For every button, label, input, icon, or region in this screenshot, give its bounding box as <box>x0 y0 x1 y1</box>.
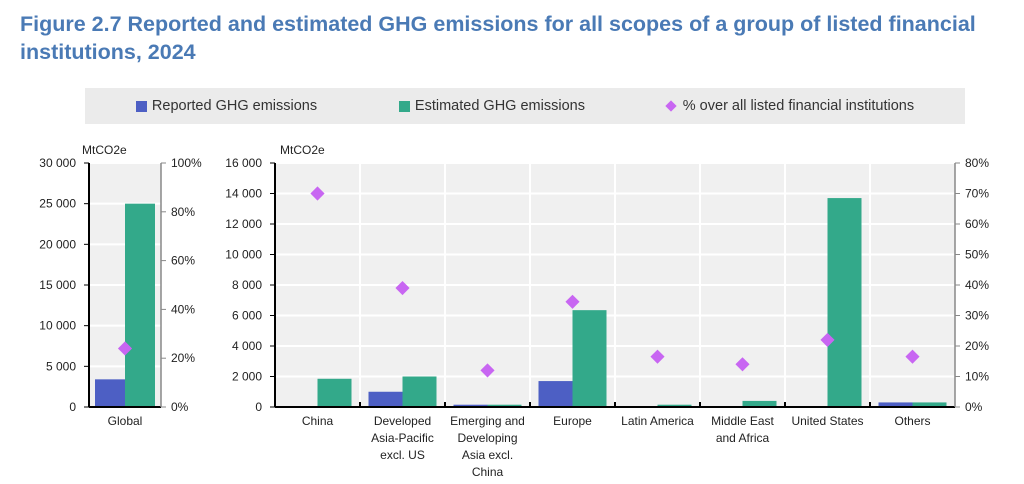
x-tick-label: Europe <box>553 414 592 428</box>
y-tick-label: 8 000 <box>232 278 262 292</box>
y2-tick-label: 70% <box>965 187 989 201</box>
x-tick-label: excl. US <box>380 448 425 462</box>
bar-estimated <box>317 378 352 407</box>
y-tick-label: 10 000 <box>39 319 76 333</box>
y2-tick-label: 20% <box>965 339 989 353</box>
legend-label: % over all listed financial institutions <box>682 98 915 114</box>
y-tick-label: 20 000 <box>39 237 76 251</box>
bar-estimated <box>827 198 862 407</box>
y-tick-label: 25 000 <box>39 197 76 211</box>
bar-estimated <box>402 376 437 407</box>
y2-tick-label: 0% <box>171 400 189 414</box>
y-tick-label: 12 000 <box>225 217 262 231</box>
y2-tick-label: 40% <box>171 302 195 316</box>
share-marker <box>905 349 920 364</box>
y2-tick-label: 60% <box>171 254 195 268</box>
y-tick-label: 14 000 <box>225 187 262 201</box>
y-tick-label: 30 000 <box>39 156 76 170</box>
x-tick-label: Developing <box>457 431 517 445</box>
y-tick-label: 0 <box>255 400 262 414</box>
legend: Reported GHG emissions Estimated GHG emi… <box>85 88 965 124</box>
y2-tick-label: 100% <box>171 156 202 170</box>
share-marker <box>565 294 580 309</box>
x-tick-label: Asia excl. <box>462 448 513 462</box>
y-tick-label: 4 000 <box>232 339 262 353</box>
bar-reported <box>95 379 125 407</box>
legend-item-estimated: Estimated GHG emissions <box>398 98 585 114</box>
share-marker <box>735 357 750 372</box>
bar-reported <box>368 391 403 407</box>
bar-estimated <box>487 404 522 407</box>
x-tick-label: Middle East <box>711 414 774 428</box>
y-tick-label: 6 000 <box>232 309 262 323</box>
estimated-swatch <box>398 100 410 112</box>
x-tick-label: Others <box>894 414 930 428</box>
share-marker <box>395 280 410 296</box>
y2-tick-label: 30% <box>965 309 989 323</box>
x-tick-label: Global <box>108 414 143 428</box>
share-marker <box>650 349 665 364</box>
x-tick-label: China <box>302 414 334 428</box>
bar-estimated <box>657 404 692 407</box>
y-tick-label: 10 000 <box>225 248 262 262</box>
share-marker <box>310 186 325 201</box>
y2-tick-label: 80% <box>965 156 989 170</box>
x-tick-label: and Africa <box>716 431 770 445</box>
y-axis-label: MtCO2e <box>280 143 325 157</box>
share-marker <box>117 341 133 356</box>
x-tick-label: United States <box>791 414 863 428</box>
bar-estimated <box>572 310 607 407</box>
bar-reported <box>538 381 573 407</box>
legend-label: Estimated GHG emissions <box>414 98 585 114</box>
reported-swatch <box>135 100 147 112</box>
y-tick-label: 5 000 <box>46 359 76 373</box>
bar-estimated <box>742 400 777 407</box>
y2-tick-label: 60% <box>965 217 989 231</box>
legend-item-reported: Reported GHG emissions <box>135 98 318 114</box>
share-marker <box>820 332 835 347</box>
y2-tick-label: 0% <box>965 400 983 414</box>
bar-estimated <box>912 402 947 407</box>
x-tick-label: Developed <box>374 414 431 428</box>
y2-tick-label: 50% <box>965 248 989 262</box>
legend-label: Reported GHG emissions <box>151 98 318 114</box>
y-tick-label: 16 000 <box>225 156 262 170</box>
bar-reported <box>453 404 488 407</box>
y2-tick-label: 20% <box>171 351 195 365</box>
x-tick-label: Asia-Pacific <box>371 431 434 445</box>
bar-estimated <box>125 203 155 407</box>
y2-tick-label: 10% <box>965 370 989 384</box>
bar-reported <box>878 402 913 407</box>
y-axis-label: MtCO2e <box>82 143 127 157</box>
legend-item-share: % over all listed financial institutions <box>665 98 915 114</box>
x-tick-label: China <box>472 465 504 479</box>
y-tick-label: 2 000 <box>232 370 262 384</box>
y-tick-label: 0 <box>69 400 76 414</box>
x-tick-label: Emerging and <box>450 414 525 428</box>
figure-title: Figure 2.7 Reported and estimated GHG em… <box>20 12 976 64</box>
y2-tick-label: 40% <box>965 278 989 292</box>
x-tick-label: Latin America <box>621 414 694 428</box>
share-marker <box>480 363 495 378</box>
y2-tick-label: 80% <box>171 205 195 219</box>
y-tick-label: 15 000 <box>39 278 76 292</box>
